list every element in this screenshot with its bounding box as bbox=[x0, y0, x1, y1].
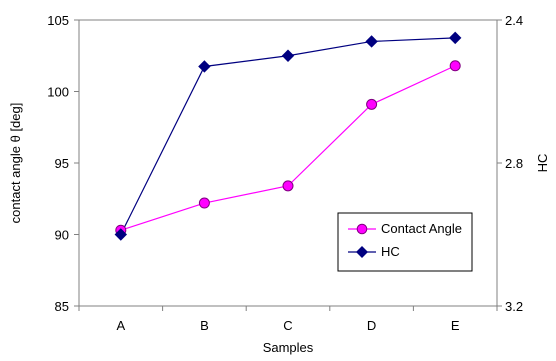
left-axis-tick-label: 85 bbox=[55, 299, 69, 314]
legend: Contact Angle HC bbox=[337, 212, 473, 272]
x-axis-tick-label: B bbox=[200, 318, 209, 333]
right-axis-tick-label: 3.2 bbox=[505, 299, 523, 314]
contact-angle-point bbox=[282, 180, 294, 192]
x-axis-tick-label: A bbox=[116, 318, 125, 333]
right-axis-ticks: 3.2 2.8 2.4 bbox=[497, 13, 523, 314]
left-axis-tick-label: 95 bbox=[55, 156, 69, 171]
hc-point bbox=[198, 60, 211, 73]
x-axis-ticks: A B C D E bbox=[78, 306, 498, 333]
legend-contact-angle-marker bbox=[356, 223, 368, 235]
legend-hc-marker bbox=[356, 246, 368, 258]
x-axis-tick-label: E bbox=[451, 318, 460, 333]
left-axis-tick-label: 100 bbox=[47, 85, 69, 100]
contact-angle-point bbox=[366, 98, 378, 110]
x-axis-tick-label: D bbox=[367, 318, 376, 333]
right-axis-tick-label: 2.4 bbox=[505, 13, 523, 28]
left-axis-label: contact angle θ [deg] bbox=[8, 103, 23, 224]
x-axis-tick-label: C bbox=[283, 318, 292, 333]
legend-hc-label: HC bbox=[381, 244, 400, 259]
left-axis-tick-label: 90 bbox=[55, 228, 69, 243]
hc-point bbox=[114, 228, 127, 241]
hc-point bbox=[449, 31, 462, 45]
legend-contact-angle-label: Contact Angle bbox=[381, 221, 462, 236]
hc-point bbox=[365, 35, 378, 48]
contact-angle-point bbox=[198, 197, 210, 209]
hc-point bbox=[281, 49, 295, 62]
x-axis-label: Samples bbox=[263, 340, 314, 355]
right-axis-tick-label: 2.8 bbox=[505, 156, 523, 171]
contact-angle-point bbox=[449, 60, 461, 72]
left-axis-tick-label: 105 bbox=[47, 13, 69, 28]
right-axis-label: HC bbox=[535, 154, 550, 173]
series-markers bbox=[114, 31, 462, 241]
left-axis-ticks: 85 90 95 100 105 bbox=[47, 13, 79, 314]
legend-box bbox=[337, 212, 473, 272]
